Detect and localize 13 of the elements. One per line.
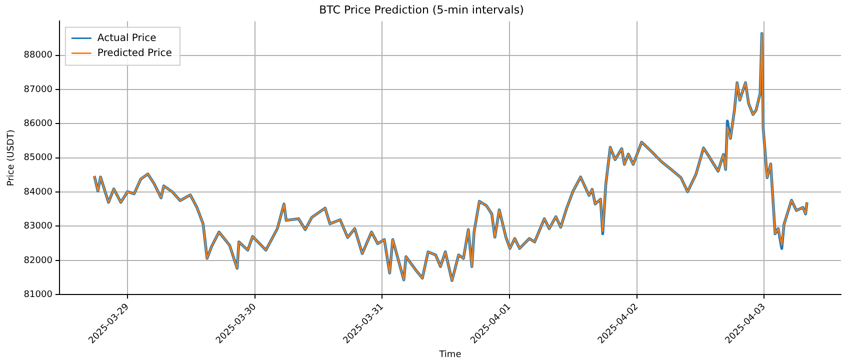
y-tick-label: 82000 [24,256,53,266]
y-tick-label: 87000 [24,84,53,95]
legend-label: Predicted Price [97,48,172,59]
y-tick-label: 81000 [24,290,53,300]
y-tick-label: 84000 [24,187,53,198]
y-tick-label: 83000 [24,222,53,232]
x-axis-title: Time [438,350,462,360]
y-tick-label: 86000 [24,119,53,130]
y-axis-title: Price (USDT) [6,130,17,186]
legend-label: Actual Price [97,32,156,44]
y-tick-label: 88000 [24,50,53,61]
y-tick-label: 85000 [24,153,53,164]
chart-title: BTC Price Prediction (5-min intervals) [319,3,524,16]
